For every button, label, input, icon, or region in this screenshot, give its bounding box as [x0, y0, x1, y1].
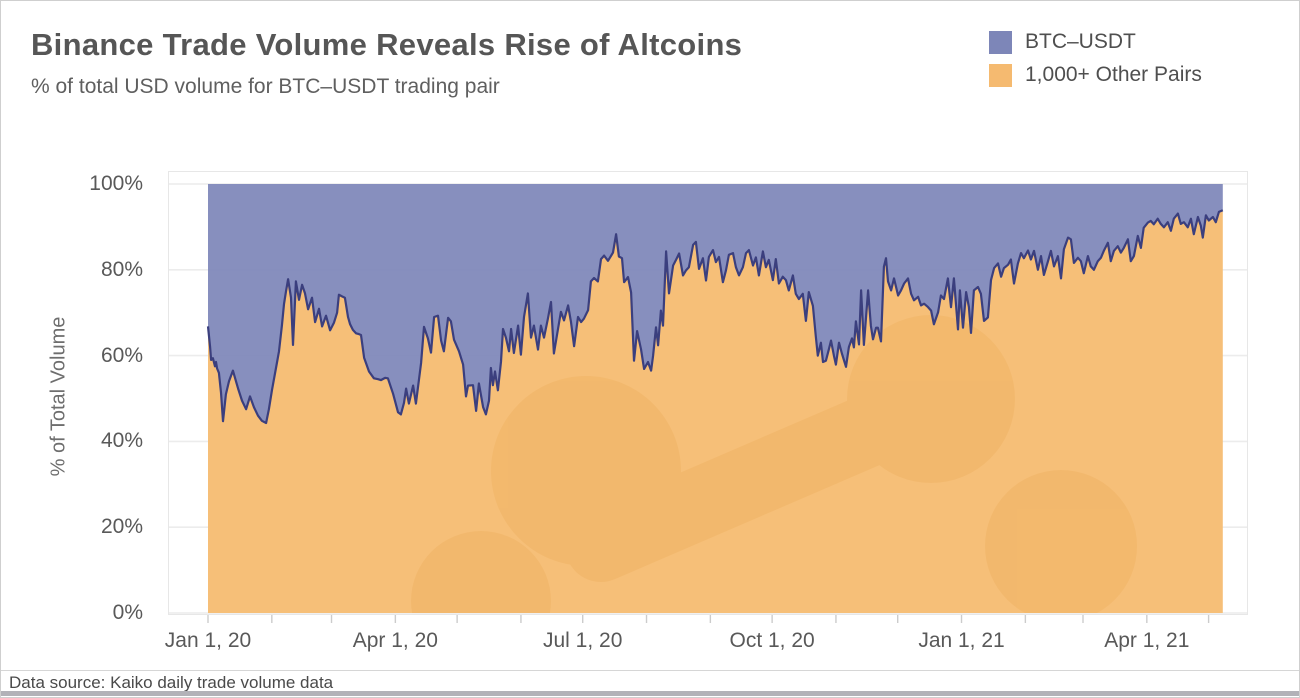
- x-tick-label: Jul 1, 20: [543, 629, 623, 652]
- other-pairs-swatch-icon: [989, 63, 1012, 87]
- legend-item-btc-usdt: BTC–USDT: [989, 30, 1202, 54]
- legend-label-other-pairs: 1,000+ Other Pairs: [1025, 63, 1202, 86]
- chart-title: Binance Trade Volume Reveals Rise of Alt…: [31, 27, 743, 62]
- y-tick-label: 100%: [89, 172, 143, 195]
- y-tick-label: 80%: [100, 257, 143, 281]
- x-tick-label: Oct 1, 20: [729, 629, 815, 652]
- btc-usdt-area: [208, 184, 1223, 423]
- chart-subtitle: % of total USD volume for BTC–USDT tradi…: [31, 75, 500, 98]
- footer-divider: [1, 670, 1299, 671]
- x-tick-label: Apr 1, 20: [352, 629, 438, 652]
- share-boundary-line: [206, 209, 1224, 425]
- legend-item-other-pairs: 1,000+ Other Pairs: [989, 63, 1202, 87]
- x-tick-label: Apr 1, 21: [1104, 629, 1190, 652]
- y-tick-label: 20%: [100, 515, 143, 539]
- legend: BTC–USDT 1,000+ Other Pairs: [989, 30, 1202, 96]
- stacked-area-chart: [168, 171, 1248, 623]
- legend-label-btc-usdt: BTC–USDT: [1025, 30, 1136, 53]
- y-tick-label: 0%: [112, 601, 143, 624]
- y-tick-label: 40%: [100, 429, 143, 453]
- x-tick-label: Jan 1, 21: [918, 629, 1005, 652]
- kaiko-watermark: [411, 315, 1137, 613]
- y-tick-label: 60%: [100, 343, 143, 367]
- x-tick-label: Jan 1, 20: [164, 629, 252, 652]
- data-source-note: Data source: Kaiko daily trade volume da…: [9, 673, 334, 692]
- y-axis-title: % of Total Volume: [47, 316, 70, 477]
- bottom-border: [1, 691, 1299, 696]
- btc-usdt-swatch-icon: [989, 30, 1012, 54]
